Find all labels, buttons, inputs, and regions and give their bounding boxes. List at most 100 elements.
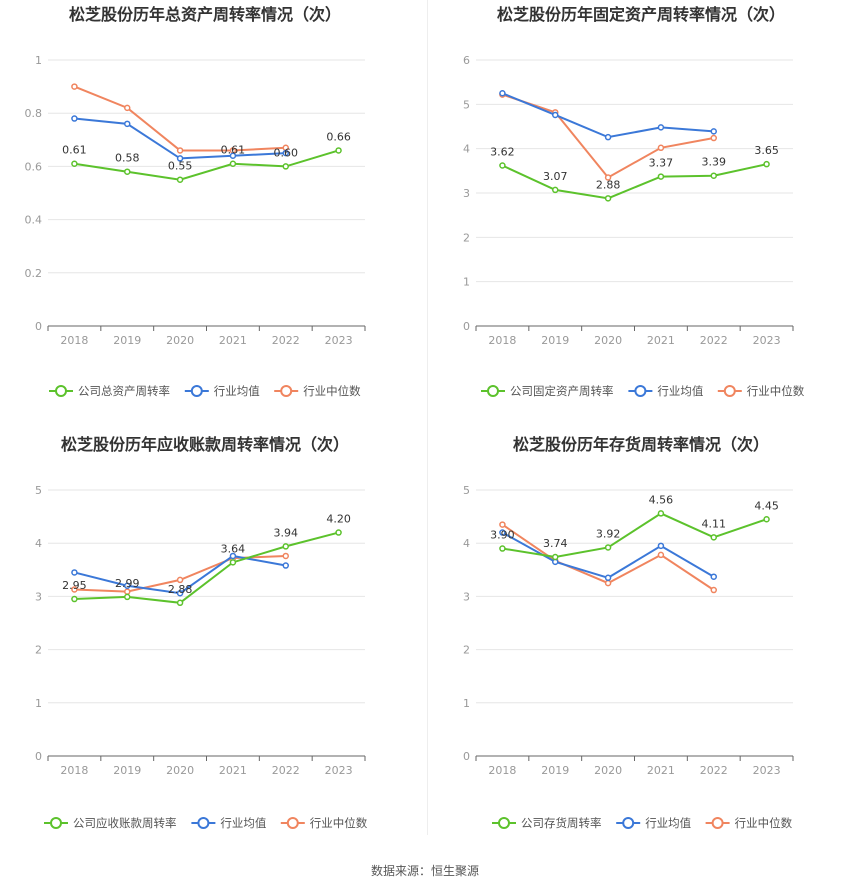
legend-item-industry-avg[interactable]: 行业均值	[628, 384, 704, 398]
industry-median-point[interactable]	[124, 104, 131, 112]
company-point[interactable]	[710, 172, 717, 179]
industry-avg-point[interactable]	[282, 562, 289, 569]
industry-avg-point[interactable]	[176, 155, 184, 162]
industry-avg-point[interactable]	[499, 90, 506, 97]
industry-median-point[interactable]	[710, 134, 717, 142]
industry-avg-point[interactable]	[657, 124, 665, 131]
company-point[interactable]	[657, 510, 665, 517]
company-point[interactable]	[229, 559, 237, 566]
industry-median-point[interactable]	[604, 579, 612, 587]
x-tick-label: 2021	[647, 334, 675, 347]
industry-median-point[interactable]	[657, 144, 665, 152]
industry-median-point[interactable]	[176, 147, 184, 154]
industry-avg-point[interactable]	[604, 574, 612, 582]
company-point[interactable]	[604, 544, 612, 551]
data-label: 2.88	[168, 583, 193, 596]
company-point[interactable]	[282, 163, 289, 170]
y-tick-label: 5	[463, 484, 470, 497]
y-tick-label: 1	[463, 697, 470, 710]
industry-avg-point[interactable]	[229, 152, 237, 160]
industry-median-point[interactable]	[282, 552, 289, 560]
company-point[interactable]	[71, 595, 78, 603]
legend-item-company[interactable]: 公司存货周转率	[492, 816, 602, 830]
legend-label: 行业均值	[214, 384, 260, 398]
industry-avg-point[interactable]	[124, 582, 131, 590]
y-tick-label: 1	[463, 276, 470, 289]
company-point[interactable]	[763, 516, 770, 523]
industry-avg-point[interactable]	[710, 128, 717, 135]
legend-item-industry-avg[interactable]: 行业均值	[184, 384, 260, 398]
legend-item-industry-median[interactable]: 行业中位数	[717, 384, 805, 398]
industry-avg-point[interactable]	[499, 529, 506, 536]
chart-svg: 松芝股份历年固定资产周转率情况（次） 0 1 2 3 4 5 6 2018 2019 2020 202…	[463, 5, 805, 398]
company-point[interactable]	[229, 160, 237, 167]
company-point[interactable]	[499, 162, 506, 169]
legend-item-industry-median[interactable]: 行业中位数	[280, 816, 368, 830]
y-tick-label: 0	[463, 750, 470, 763]
company-point[interactable]	[335, 529, 342, 536]
legend-item-company[interactable]: 公司固定资产周转率	[481, 384, 614, 398]
company-point[interactable]	[335, 147, 342, 154]
legend-item-industry-median[interactable]: 行业中位数	[705, 816, 793, 830]
x-tick-label: 2023	[753, 334, 781, 347]
company-point[interactable]	[499, 545, 506, 552]
y-tick-label: 4	[463, 143, 470, 156]
industry-median-point[interactable]	[710, 586, 717, 594]
company-point[interactable]	[124, 168, 131, 175]
industry-avg-point[interactable]	[229, 552, 237, 560]
company-line	[501, 163, 767, 200]
company-point[interactable]	[552, 553, 559, 561]
industry-avg-point[interactable]	[71, 115, 78, 122]
x-tick-label: 2022	[272, 764, 300, 777]
industry-median-point[interactable]	[499, 521, 506, 528]
industry-avg-point[interactable]	[657, 542, 665, 550]
legend-label: 公司总资产周转率	[78, 384, 170, 398]
industry-avg-point[interactable]	[552, 111, 559, 119]
data-label: 3.07	[543, 170, 568, 183]
industry-avg-point[interactable]	[282, 149, 289, 157]
industry-avg-point[interactable]	[71, 569, 78, 576]
company-point[interactable]	[176, 176, 184, 183]
industry-median-point[interactable]	[71, 83, 78, 90]
industry-avg-point[interactable]	[710, 573, 717, 580]
company-point[interactable]	[604, 195, 612, 202]
y-tick-label: 1	[35, 54, 42, 67]
company-point[interactable]	[657, 173, 665, 180]
industry-median-point[interactable]	[176, 576, 184, 584]
legend-label: 行业中位数	[735, 816, 793, 830]
legend-item-industry-avg[interactable]: 行业均值	[191, 816, 267, 830]
industry-median-point[interactable]	[604, 174, 612, 181]
chart-title: 松芝股份历年总资产周转率情况（次）	[69, 5, 341, 24]
industry-avg-line	[502, 92, 714, 139]
legend-marker	[487, 385, 499, 397]
y-tick-label: 5	[463, 98, 470, 111]
data-label: 4.20	[326, 513, 351, 526]
industry-avg-point[interactable]	[604, 133, 612, 141]
legend-marker	[286, 817, 299, 829]
legend-marker	[634, 385, 647, 397]
company-point[interactable]	[710, 534, 717, 541]
company-point[interactable]	[282, 543, 289, 550]
industry-median-point[interactable]	[657, 551, 665, 559]
legend-marker	[280, 385, 293, 397]
legend-item-industry-median[interactable]: 行业中位数	[274, 384, 361, 398]
legend-item-company[interactable]: 公司应收账款周转率	[44, 816, 177, 830]
legend-marker	[723, 385, 736, 397]
company-point[interactable]	[763, 160, 770, 168]
y-tick-label: 0.2	[25, 267, 43, 280]
data-label: 3.65	[754, 144, 779, 157]
company-point[interactable]	[71, 160, 78, 167]
industry-avg-point[interactable]	[176, 589, 184, 597]
x-tick-label: 2018	[60, 764, 88, 777]
company-point[interactable]	[552, 186, 559, 194]
legend-item-industry-avg[interactable]: 行业均值	[616, 816, 692, 830]
legend-item-company[interactable]: 公司总资产周转率	[49, 384, 170, 398]
legend-label: 公司存货周转率	[521, 816, 602, 830]
industry-avg-point[interactable]	[124, 120, 131, 128]
industry-median-point[interactable]	[71, 586, 78, 593]
company-point[interactable]	[176, 599, 184, 607]
x-tick-label: 2020	[594, 334, 622, 347]
y-tick-label: 0.6	[25, 160, 43, 173]
company-point[interactable]	[124, 593, 131, 601]
y-tick-label: 0	[463, 320, 470, 333]
